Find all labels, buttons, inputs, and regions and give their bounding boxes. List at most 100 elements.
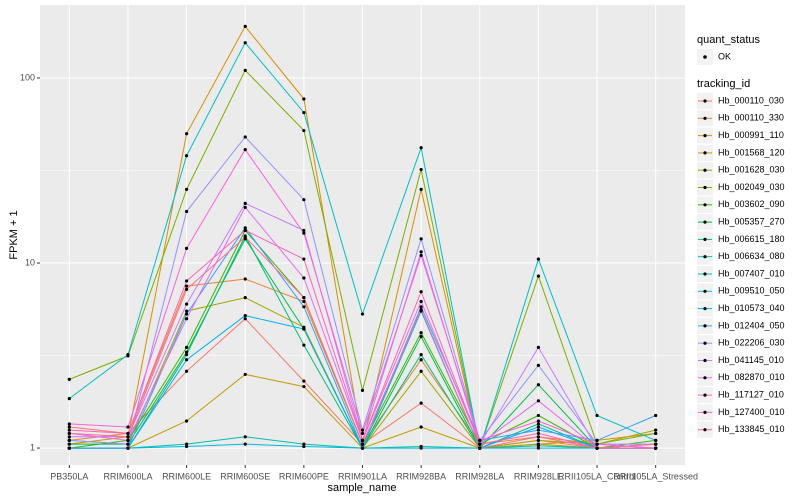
point [243, 205, 247, 209]
point [536, 438, 541, 443]
legend-label: Hb_000991_110 [718, 130, 784, 140]
point [184, 154, 189, 158]
legend-label: Hb_133845_010 [718, 424, 785, 434]
point [536, 274, 541, 278]
legend-label: Hb_006634_080 [718, 251, 785, 261]
y-axis-title: FPKM + 1 [8, 210, 20, 259]
point [243, 228, 247, 233]
x-tick-label: RRIM600LE [162, 471, 211, 481]
x-tick-label: RRIM901LA [338, 471, 387, 481]
point [360, 431, 365, 436]
legend-point [703, 134, 707, 138]
point [419, 290, 423, 294]
legend-label: Hb_001628_030 [718, 165, 785, 175]
point [419, 308, 423, 312]
point [536, 428, 541, 432]
point [184, 209, 189, 214]
point [184, 246, 189, 250]
point [419, 331, 423, 335]
point [419, 446, 423, 450]
x-tick-label: PB350LA [50, 471, 88, 481]
point [243, 296, 247, 300]
legend-point [703, 341, 707, 345]
legend-label: Hb_010573_040 [718, 303, 785, 313]
point [184, 444, 189, 449]
legend-label: Hb_000110_030 [718, 95, 784, 105]
point [536, 425, 541, 429]
point [243, 442, 247, 446]
point [184, 302, 189, 306]
legend-label: Hb_022206_030 [718, 338, 785, 348]
point [419, 146, 423, 150]
point [243, 235, 247, 239]
point [536, 444, 541, 448]
point [302, 343, 306, 347]
point [595, 446, 599, 450]
point [243, 435, 247, 439]
x-tick-label: RRII105LA_Control [558, 471, 636, 481]
point [184, 317, 189, 321]
x-tick-label: RRIM928LA [455, 471, 504, 481]
point [184, 350, 189, 354]
legend-point [703, 358, 707, 363]
point [184, 352, 189, 357]
y-tick-label: 1 [30, 442, 35, 452]
point [595, 442, 599, 446]
point [536, 419, 541, 423]
legend-point [703, 410, 707, 414]
point [360, 312, 365, 316]
point [419, 305, 423, 309]
point [126, 435, 130, 439]
point [302, 198, 306, 202]
point [302, 327, 306, 331]
point [67, 435, 71, 439]
point [184, 187, 189, 191]
x-tick-label: RRIM928LE [514, 471, 563, 481]
legend-point [703, 393, 707, 397]
legend-point [703, 428, 707, 432]
point [419, 352, 423, 357]
legend-point [703, 376, 707, 380]
legend-point [703, 272, 707, 276]
point [654, 413, 658, 418]
point [243, 24, 247, 29]
point [360, 446, 365, 450]
legend-point [703, 99, 707, 103]
point [126, 446, 130, 450]
legend-point [703, 255, 707, 259]
point [478, 442, 482, 446]
point [595, 413, 599, 418]
point [243, 313, 247, 318]
point [126, 352, 130, 357]
point [184, 309, 189, 313]
y-tick-label: 100 [20, 72, 35, 82]
point [419, 250, 423, 254]
legend-point [703, 185, 707, 190]
point [419, 187, 423, 191]
point [654, 431, 658, 436]
legend-label: Hb_002049_030 [718, 182, 785, 192]
legend-label: OK [718, 51, 731, 61]
point [126, 442, 130, 446]
legend-title: tracking_id [697, 78, 750, 90]
point [360, 442, 365, 446]
point [67, 446, 71, 450]
point [360, 438, 365, 443]
point [536, 399, 541, 403]
y-tick-label: 10 [25, 257, 35, 267]
point [419, 358, 423, 362]
point [419, 425, 423, 429]
legend-label: Hb_082870_010 [718, 372, 785, 382]
legend-label: Hb_117127_010 [718, 389, 784, 399]
legend-point [703, 55, 707, 59]
x-tick-label: RRIM600PE [279, 471, 329, 481]
legend-label: Hb_001568_120 [718, 147, 785, 157]
point [302, 442, 306, 446]
point [67, 425, 71, 429]
legend-point [703, 220, 707, 224]
point [360, 388, 365, 392]
point [419, 401, 423, 405]
legend-point [703, 237, 707, 241]
legend-point [703, 289, 707, 293]
